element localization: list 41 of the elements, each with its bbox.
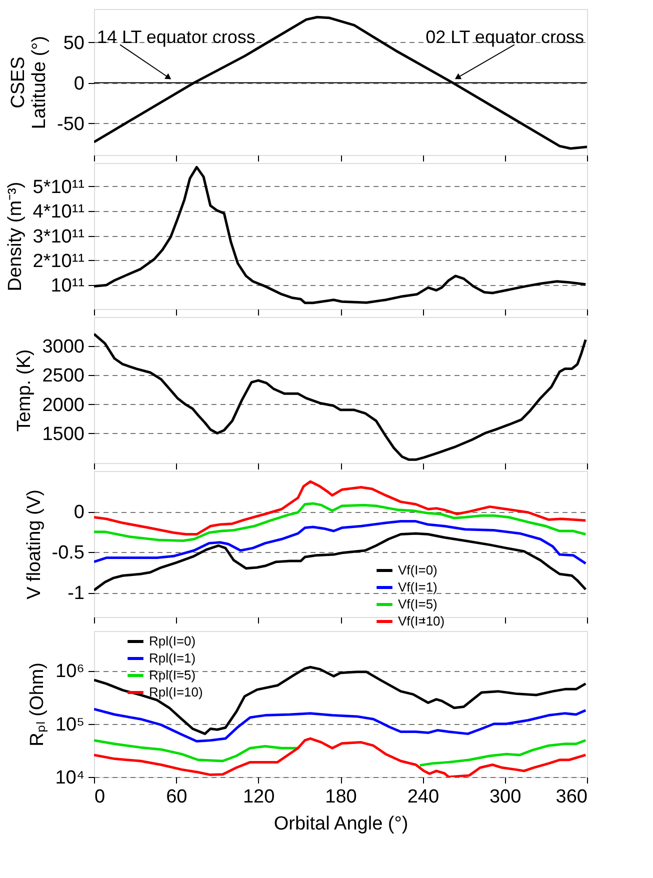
x-tick-label: 300 xyxy=(489,786,522,808)
legend-label: Rpl(I=5) xyxy=(149,668,196,682)
y-axis-title: Temp. (K) xyxy=(14,349,36,432)
y-axis-title: Rₚₗ (Ohm) xyxy=(27,662,48,746)
x-tick-label: 60 xyxy=(166,786,188,808)
y-axis-title: V floating (V) xyxy=(24,490,45,600)
y-tick-label: 2000 xyxy=(42,394,84,416)
legend-label: Vf(I=5) xyxy=(398,596,438,612)
y-tick-label: 3*10¹¹ xyxy=(32,226,84,248)
y-tick-label: 50 xyxy=(63,32,84,54)
y-tick-label: -1 xyxy=(68,583,84,604)
y-tick-label: 10⁴ xyxy=(55,768,84,788)
y-axis-title: CSES Latitude (°) xyxy=(8,36,50,130)
x-tick-label: 360 xyxy=(556,786,588,808)
y-tick-label: 10¹¹ xyxy=(50,276,84,297)
y-tick-label: 2500 xyxy=(42,366,84,387)
legend-label: Rpl(I=1) xyxy=(149,650,196,666)
x-tick-label: 120 xyxy=(242,786,275,808)
legend-label: Rpl(I=0) xyxy=(149,634,196,648)
x-tick-label: 180 xyxy=(325,786,357,808)
y-tick-label: -0.5 xyxy=(52,542,84,564)
legend-label: Vf(I=10) xyxy=(398,614,445,628)
x-axis-title: Orbital Angle (°) xyxy=(274,814,408,834)
legend-label: Rpl(I=10) xyxy=(149,684,203,700)
legend-label: Vf(I=1) xyxy=(398,580,438,594)
y-tick-label: 0 xyxy=(74,502,84,524)
y-tick-label: 0 xyxy=(74,73,84,94)
y-tick-label: 4*10¹¹ xyxy=(32,202,84,223)
y-tick-label: 1500 xyxy=(42,424,84,445)
x-tick-label: 0 xyxy=(94,786,106,808)
y-tick-label: 3000 xyxy=(42,336,84,358)
y-tick-label: 10⁵ xyxy=(55,714,84,736)
annotation: 14 LT equator cross xyxy=(97,27,256,47)
y-tick-label: -50 xyxy=(57,114,84,135)
annotation: 02 LT equator cross xyxy=(426,27,584,47)
legend-label: Vf(I=0) xyxy=(398,562,438,578)
y-axis-title: Density (m⁻³) xyxy=(4,182,26,292)
x-tick-label: 240 xyxy=(407,786,440,808)
y-tick-label: 2*10¹¹ xyxy=(32,250,84,272)
y-tick-label: 10⁶ xyxy=(56,661,84,682)
y-tick-label: 5*10¹¹ xyxy=(32,176,84,198)
